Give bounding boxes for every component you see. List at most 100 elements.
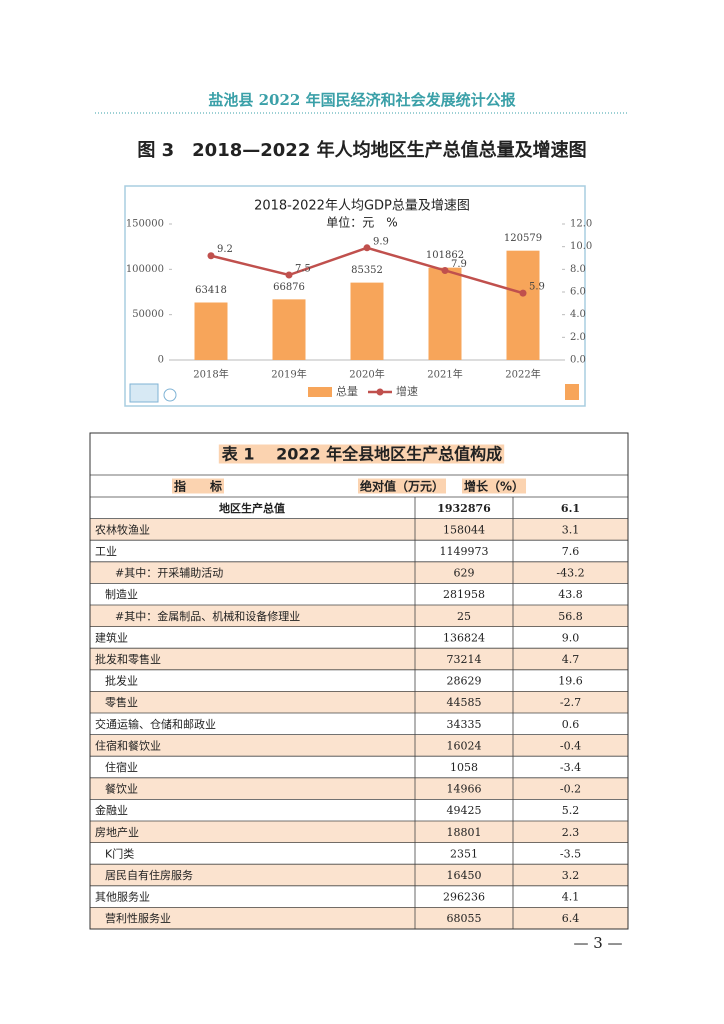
cell-value: 296236 [443,891,485,904]
cell-growth: -3.5 [560,847,581,860]
cell-growth: -0.4 [560,739,581,752]
line-value-label: 9.9 [373,236,389,247]
y-tick-label: 150000 [126,219,164,230]
page-number: — 3 — [573,934,622,952]
line-point [363,244,371,252]
chart-title: 2018-2022年人均GDP总量及增速图 [254,199,470,214]
table-border [89,432,629,930]
x-tick-label: 2022年 [505,368,540,381]
row-label: 批发和零售业 [95,652,161,666]
row-label: 工业 [95,545,117,558]
cell-growth: 6.1 [561,502,580,515]
line-value-label: 5.9 [529,282,545,293]
row-label: 住宿业 [105,760,138,774]
y2-tick-label: 10.0 [570,241,592,252]
row-shade [90,518,628,541]
text-highlight [218,444,505,464]
cell-growth: -2.7 [560,696,581,709]
row-label: 农林牧渔业 [95,522,150,536]
bar [350,282,384,360]
cell-value: 44585 [447,696,482,709]
cell-value: 2351 [450,847,478,860]
bar [272,299,306,360]
line-value-label: 7.5 [295,264,311,275]
row-shade [90,734,628,757]
x-tick-label: 2018年 [193,368,228,381]
cell-growth: 56.8 [558,610,583,623]
x-tick-label: 2019年 [271,368,306,381]
cell-growth: 4.1 [562,891,580,904]
bar-value-label: 85352 [351,265,383,276]
figure-caption: 图 3 2018—2022 年人均地区生产总值总量及增速图 [137,139,586,161]
row-label: #其中：金属制品、机械和设备修理业 [115,609,300,623]
cell-growth: 19.6 [558,675,583,688]
cell-growth: 2.3 [562,826,580,839]
cell-growth: -43.2 [556,567,584,580]
row-label: 住宿和餐饮业 [95,738,161,752]
y-tick-label: 100000 [126,264,164,275]
running-header: 盐池县 2022 年国民经济和社会发展统计公报 [208,91,515,109]
cell-growth: 6.4 [562,912,580,925]
cell-growth: 3.1 [562,523,580,536]
legend-swatch [376,388,384,396]
row-label: 批发业 [105,674,138,688]
cell-growth: 43.8 [558,588,583,601]
cell-value: 49425 [447,804,482,817]
row-label: 制造业 [105,587,138,601]
y2-tick-label: 12.0 [570,219,592,230]
decor-icon [129,383,159,403]
cell-growth: 0.6 [562,718,580,731]
legend-label: 增速 [396,384,418,398]
legend-label: 总量 [336,384,358,398]
row-label: 房地产业 [95,825,139,839]
table-header: 绝对值（万元） [360,479,444,494]
row-label: 餐饮业 [105,782,138,796]
legend-swatch [308,387,332,397]
y2-tick-label: 2.0 [570,332,586,343]
row-label: 建筑业 [95,630,128,644]
bar [506,250,540,360]
decor-icon [565,384,579,400]
row-label: 居民自有住房服务 [105,868,193,882]
cell-growth: -3.4 [560,761,581,774]
table-header: 指 标 [174,479,222,494]
y2-tick-label: 6.0 [570,287,586,298]
y-tick-label: 0 [158,355,164,366]
chart-subtitle: 单位：元 % [326,215,397,230]
cell-value: 68055 [447,912,482,925]
cell-value: 158044 [443,523,485,536]
text-highlight [461,478,527,494]
row-label: #其中：开采辅助活动 [115,566,223,580]
cell-value: 18801 [447,826,482,839]
row-shade [90,907,628,929]
line-point [441,266,449,274]
row-shade [90,561,628,584]
line-point [285,271,293,279]
bar [194,302,228,360]
y2-tick-label: 4.0 [570,309,586,320]
line-value-label: 7.9 [451,259,467,270]
cell-value: 136824 [443,631,485,644]
cell-value: 1058 [450,761,478,774]
cell-value: 16450 [447,869,482,882]
table-title: 表 1 2022 年全县地区生产总值构成 [221,445,502,464]
row-shade [90,864,628,886]
cell-value: 1932876 [437,502,491,515]
cell-value: 28629 [447,675,482,688]
row-label: 地区生产总值 [219,501,285,515]
text-highlight [171,478,225,494]
cell-value: 14966 [447,783,482,796]
line-value-label: 9.2 [217,244,233,255]
row-shade [90,691,628,713]
cell-growth: 7.6 [562,545,580,558]
table-header: 增长（%） [464,479,524,494]
x-tick-label: 2021年 [427,368,462,381]
y-tick-label: 50000 [132,309,164,320]
row-label: 金融业 [95,803,128,817]
text-highlight [357,478,447,494]
cell-growth: 9.0 [562,631,580,644]
row-shade [90,777,628,800]
bar-value-label: 66876 [273,282,305,293]
cell-value: 34335 [447,718,482,731]
row-label: 交通运输、仓储和邮政业 [95,717,216,731]
